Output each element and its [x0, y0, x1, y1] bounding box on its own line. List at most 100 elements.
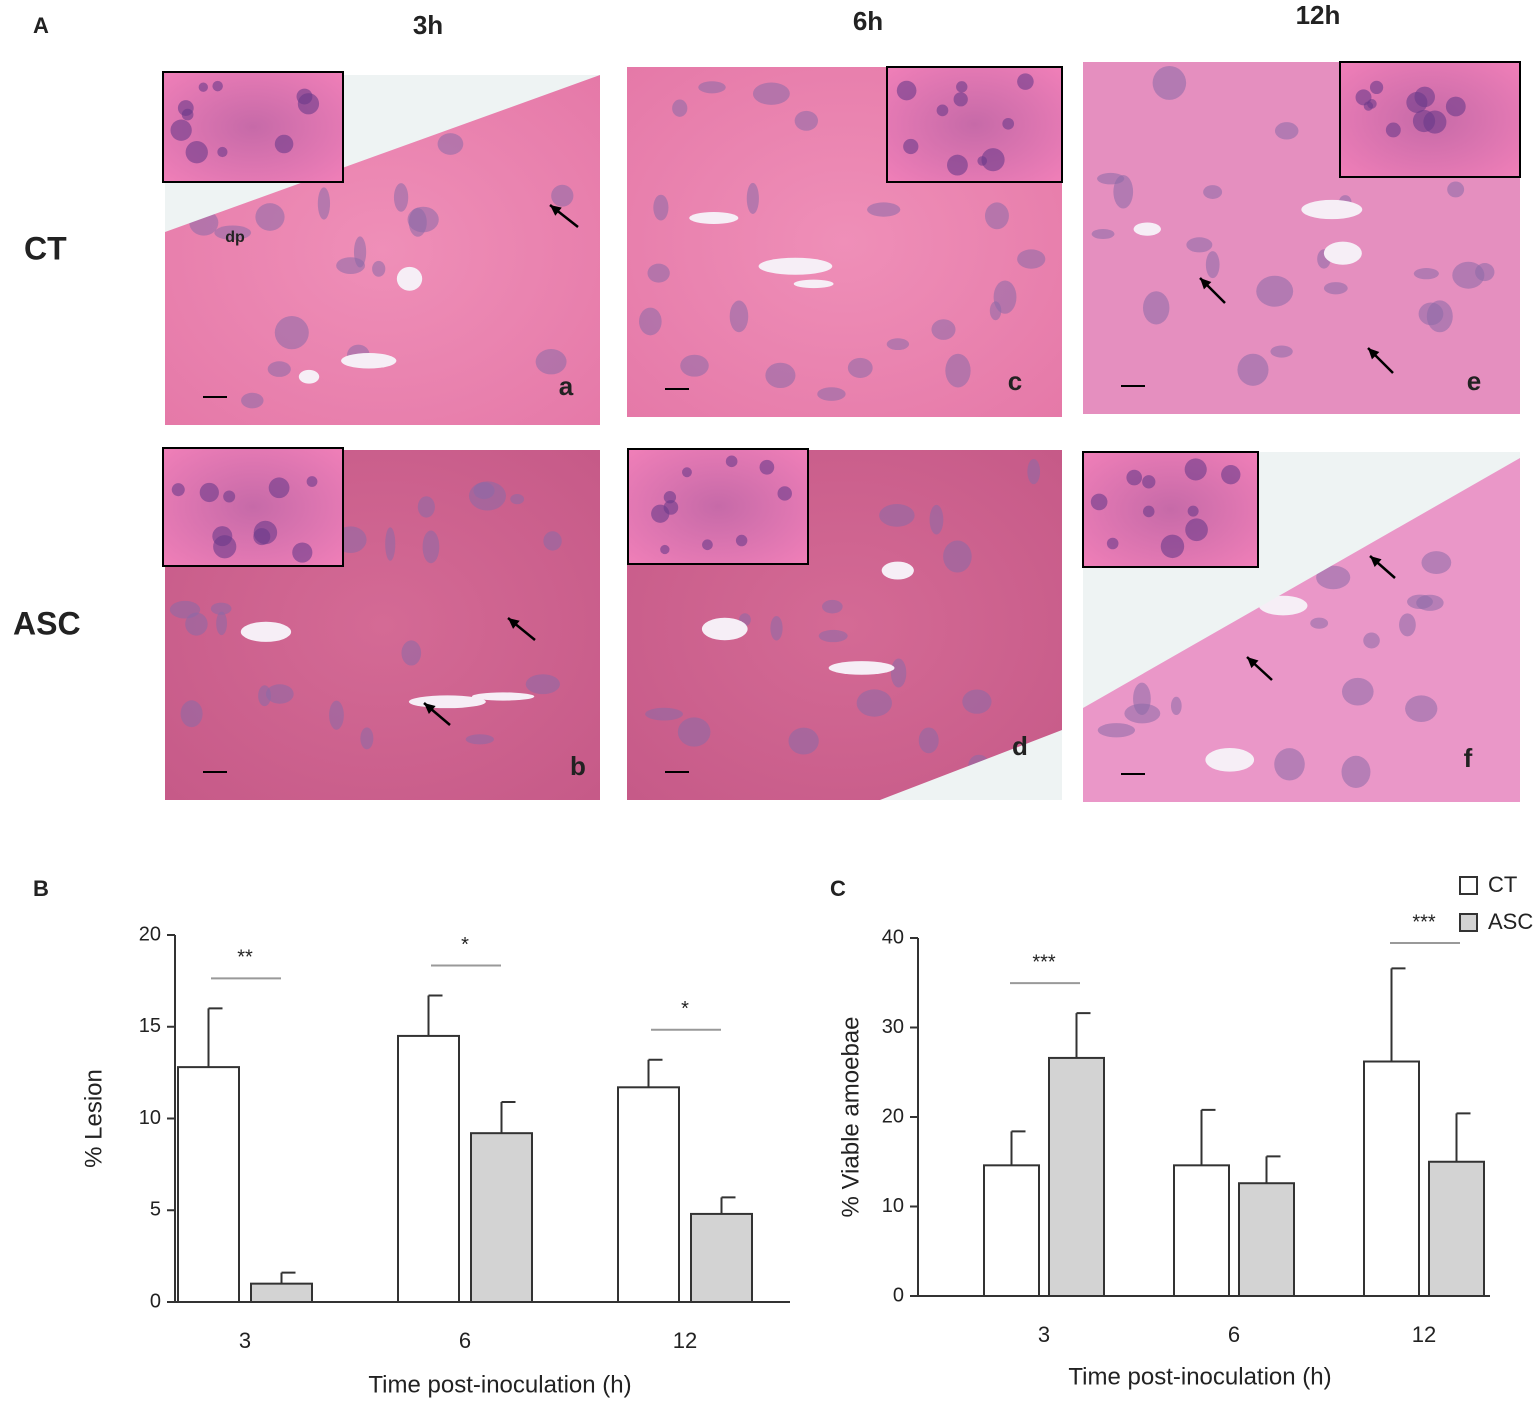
error-bar	[647, 1058, 663, 1088]
tissue-spot	[856, 689, 893, 717]
tissue-spot	[929, 504, 944, 535]
tissue-spot	[746, 182, 759, 214]
inset-cells	[170, 119, 192, 141]
vessel	[689, 211, 739, 224]
tissue-spot	[1097, 723, 1136, 738]
inset-cells	[1126, 469, 1143, 486]
bar	[1363, 1060, 1420, 1298]
tissue-spot	[647, 263, 670, 283]
tissue-spot	[185, 612, 208, 636]
inset-cells	[956, 81, 968, 93]
tissue-spot	[770, 615, 783, 641]
inset-cells	[702, 539, 713, 551]
inset-cells	[1445, 96, 1466, 117]
tissue-spot	[336, 257, 366, 274]
legend-swatch	[1459, 876, 1478, 895]
vessel	[341, 352, 397, 369]
inset-cells	[212, 80, 223, 92]
vessel	[701, 617, 748, 641]
significance-label: ***	[1032, 951, 1056, 973]
error-bar	[720, 1196, 736, 1214]
inset-cells	[253, 528, 271, 546]
bar	[617, 1086, 680, 1304]
y-tick-label: 10	[882, 1195, 904, 1217]
error-bar	[1075, 1012, 1091, 1058]
error-bar	[427, 994, 443, 1036]
vessel	[828, 661, 895, 675]
tissue-spot	[1186, 237, 1213, 253]
inset-cells	[1414, 86, 1435, 108]
y-tick-label: 40	[882, 926, 904, 948]
y-tick-label: 5	[150, 1199, 161, 1221]
bar	[250, 1282, 313, 1304]
tissue-spot	[437, 133, 464, 155]
tissue-spot	[698, 81, 726, 94]
inset-cells	[953, 92, 968, 107]
tissue-spot	[1341, 755, 1371, 789]
inset-cells	[1142, 505, 1155, 518]
tissue-spot	[1142, 291, 1170, 325]
tissue-spot	[1274, 748, 1305, 781]
tissue-spot	[653, 194, 669, 221]
inset-cells	[663, 500, 679, 515]
bar	[690, 1212, 753, 1304]
panel-letter: b	[570, 751, 586, 781]
inset-cells	[1187, 505, 1199, 517]
significance-label: *	[461, 934, 469, 956]
inset-cells	[1090, 493, 1108, 511]
tissue-spot	[931, 319, 956, 340]
inset-cells	[759, 459, 775, 475]
x-tick-label: 12	[1412, 1322, 1436, 1347]
inset-cells	[292, 542, 313, 563]
tissue-spot	[1316, 565, 1351, 590]
tissue-spot	[1421, 551, 1452, 575]
tissue-spot	[1203, 185, 1223, 199]
tissue-spot	[918, 727, 939, 754]
tissue-spot	[1475, 263, 1495, 282]
vessel	[471, 692, 535, 701]
vessel	[1258, 595, 1308, 616]
tissue-spot	[1413, 268, 1439, 280]
legend-label: ASC	[1488, 909, 1533, 934]
tissue-spot	[1152, 65, 1187, 100]
arrow-head	[1368, 348, 1380, 360]
tissue-spot	[680, 354, 709, 377]
inset-cells	[682, 467, 692, 478]
panel-label: B	[33, 876, 49, 901]
tissue-spot	[216, 611, 227, 636]
y-tick-label: 0	[150, 1290, 161, 1312]
tissue-spot	[465, 734, 495, 745]
x-axis-label: Time post-inoculation (h)	[368, 1371, 631, 1398]
panel-label: C	[830, 876, 846, 901]
legend-swatch	[1459, 913, 1478, 932]
y-axis-label: % Viable amoebae	[837, 1016, 864, 1217]
vessel	[240, 621, 292, 642]
vessel	[396, 266, 423, 291]
inset-cells	[1367, 99, 1377, 109]
tissue-spot	[794, 110, 819, 131]
tissue-spot	[645, 707, 683, 721]
tissue-spot	[1274, 122, 1299, 140]
tissue-spot	[255, 203, 285, 231]
tissue-spot	[210, 602, 232, 615]
error-bar	[1390, 967, 1406, 1062]
tissue-spot	[817, 387, 846, 401]
inset-cells	[306, 476, 318, 487]
y-tick-label: 20	[882, 1105, 904, 1127]
x-tick-label: 6	[1228, 1322, 1240, 1347]
tissue-spot	[752, 82, 790, 105]
tissue-spot	[543, 531, 562, 551]
inset-cells	[1017, 73, 1034, 90]
inset-cells	[903, 138, 919, 155]
tissue-spot	[241, 392, 264, 409]
bar	[983, 1164, 1040, 1297]
tissue-spot	[535, 349, 567, 375]
y-tick-label: 0	[893, 1284, 904, 1306]
x-tick-label: 3	[1038, 1322, 1050, 1347]
tissue-spot	[274, 316, 309, 350]
tissue-spot	[180, 700, 203, 728]
panel-letter: f	[1464, 743, 1473, 773]
tissue-spot	[551, 184, 574, 207]
tissue-spot	[962, 689, 992, 714]
